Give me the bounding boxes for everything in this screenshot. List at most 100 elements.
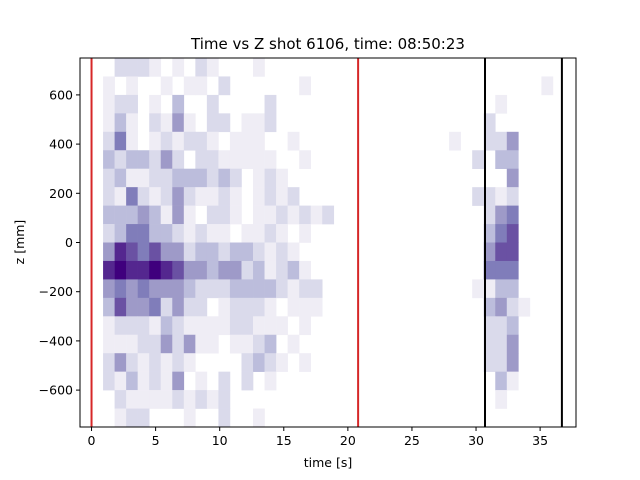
heatmap-cell — [264, 150, 277, 169]
heatmap-cell — [172, 205, 185, 225]
heatmap-cell — [241, 260, 254, 280]
heatmap-cell — [218, 187, 231, 206]
heatmap-cell — [253, 334, 265, 354]
heatmap-cell — [264, 297, 277, 317]
heatmap-cells — [103, 58, 554, 428]
heatmap-cell — [253, 316, 265, 336]
heatmap-cell — [114, 279, 127, 299]
heatmap-cell — [518, 297, 531, 317]
heatmap-cell — [206, 150, 219, 169]
y-tick-label: −600 — [39, 383, 73, 398]
heatmap-cell — [137, 371, 150, 391]
heatmap-cell — [160, 279, 173, 299]
heatmap-cell — [483, 131, 496, 151]
heatmap-cell — [183, 353, 196, 372]
heatmap-cell — [264, 168, 277, 188]
heatmap-cell — [183, 205, 196, 225]
heatmap-cell — [183, 297, 196, 317]
heatmap-cell — [229, 187, 242, 206]
heatmap-cell — [206, 260, 219, 280]
heatmap-cell — [114, 260, 127, 280]
heatmap-cell — [172, 390, 185, 409]
heatmap-cell — [472, 279, 485, 299]
x-axis-label: time [s] — [304, 455, 352, 470]
heatmap-cell — [264, 187, 277, 206]
heatmap-cell — [218, 279, 231, 299]
heatmap-cell — [114, 353, 127, 372]
heatmap-cell — [264, 94, 277, 114]
heatmap-cell — [126, 316, 138, 336]
heatmap-cell — [495, 297, 508, 317]
y-tick-label: −200 — [39, 284, 73, 299]
heatmap-cell — [126, 205, 138, 225]
heatmap-cell — [472, 187, 485, 206]
heatmap-cell — [160, 224, 173, 243]
heatmap-cell — [172, 334, 185, 354]
heatmap-cell — [206, 279, 219, 299]
heatmap-cell — [126, 150, 138, 169]
heatmap-cell — [137, 316, 150, 336]
heatmap-cell — [495, 334, 508, 354]
heatmap-cell — [229, 260, 242, 280]
heatmap-cell — [276, 224, 288, 243]
y-tick-label: 200 — [49, 186, 73, 201]
heatmap-cell — [149, 260, 162, 280]
heatmap-cell — [506, 150, 519, 169]
heatmap-cell — [264, 371, 277, 391]
heatmap-cell — [126, 94, 138, 114]
heatmap-cell — [276, 205, 288, 225]
heatmap-cell — [322, 205, 335, 225]
heatmap-cell — [195, 131, 208, 151]
heatmap-cell — [114, 150, 127, 169]
heatmap-cell — [276, 353, 288, 372]
heatmap-cell — [206, 316, 219, 336]
heatmap-cell — [206, 94, 219, 114]
heatmap-cell — [195, 260, 208, 280]
heatmap-cell — [253, 260, 265, 280]
heatmap-cell — [495, 242, 508, 262]
heatmap-cell — [299, 205, 311, 225]
heatmap-cell — [241, 371, 254, 391]
heatmap-cell — [229, 150, 242, 169]
heatmap-cell — [495, 371, 508, 391]
heatmap-cell — [276, 260, 288, 280]
heatmap-cell — [172, 131, 185, 151]
heatmap-cell — [299, 76, 311, 96]
heatmap-cell — [172, 371, 185, 391]
heatmap-cell — [149, 297, 162, 317]
heatmap-cell — [149, 150, 162, 169]
heatmap-cell — [114, 94, 127, 114]
heatmap-cell — [103, 113, 115, 133]
heatmap-cell — [206, 113, 219, 133]
heatmap-cell — [506, 316, 519, 336]
heatmap-cell — [103, 150, 115, 169]
heatmap-cell — [241, 279, 254, 299]
heatmap-cell — [206, 168, 219, 188]
heatmap-cell — [506, 297, 519, 317]
heatmap-cell — [195, 58, 208, 77]
heatmap-cell — [310, 297, 323, 317]
heatmap-cell — [137, 187, 150, 206]
heatmap-cell — [253, 150, 265, 169]
heatmap-cell — [137, 279, 150, 299]
heatmap-cell — [137, 168, 150, 188]
heatmap-cell — [218, 150, 231, 169]
heatmap-cell — [241, 297, 254, 317]
heatmap-cell — [183, 334, 196, 354]
heatmap-cell — [103, 353, 115, 372]
heatmap-cell — [149, 242, 162, 262]
heatmap-cell — [172, 187, 185, 206]
heatmap-cell — [172, 113, 185, 133]
heatmap-cell — [264, 316, 277, 336]
heatmap-cell — [483, 353, 496, 372]
heatmap-cell — [126, 224, 138, 243]
heatmap-cell — [126, 58, 138, 77]
heatmap-cell — [103, 242, 115, 262]
heatmap-cell — [310, 279, 323, 299]
heatmap-cell — [160, 297, 173, 317]
heatmap-cell — [483, 205, 496, 225]
heatmap-cell — [114, 390, 127, 409]
x-tick-label: 15 — [276, 433, 292, 448]
heatmap-cell — [149, 390, 162, 409]
